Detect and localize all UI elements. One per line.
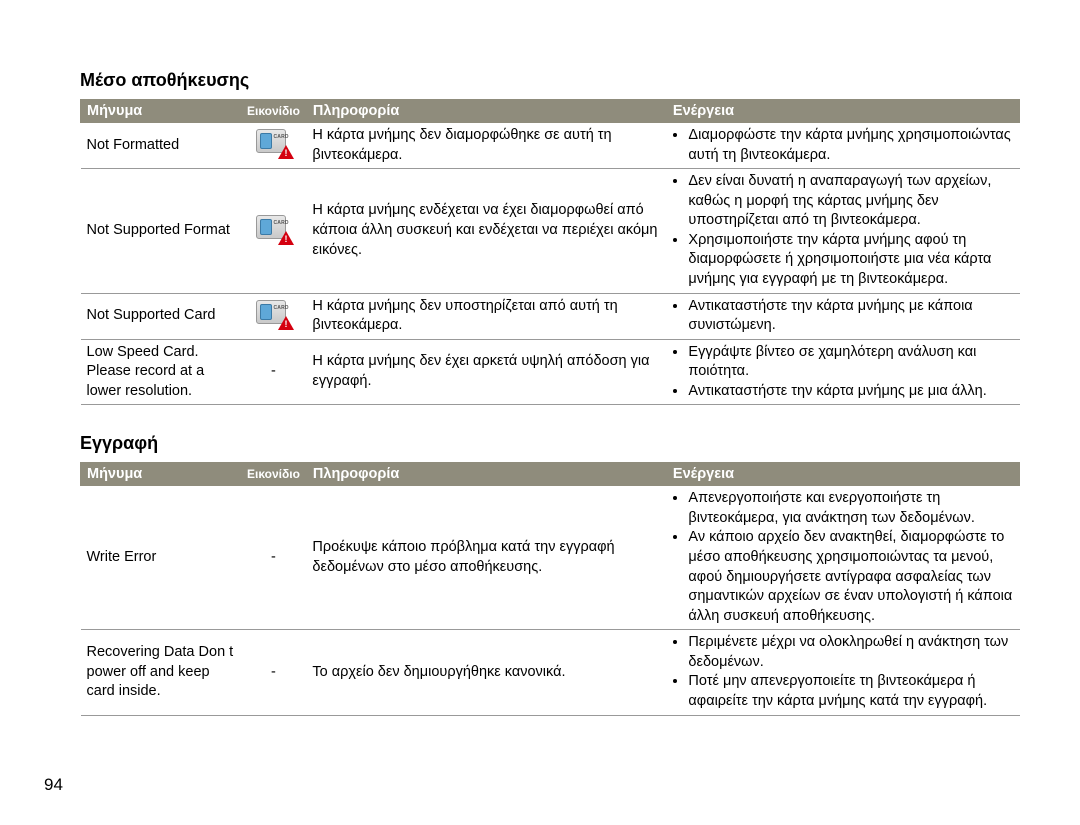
table-row: Not Supported Format CARD Η κάρτα μνήμης… [81, 169, 1020, 293]
cell-message: Low Speed Card. Please record at a lower… [81, 339, 241, 405]
cell-action: Απενεργοποιήστε και ενεργοποιήστε τη βιν… [666, 486, 1019, 630]
memory-card-warning-icon: CARD [256, 129, 290, 155]
col-header-action: Ενέργεια [666, 100, 1019, 123]
cell-action: Περιμένετε μέχρι να ολοκληρωθεί η ανάκτη… [666, 630, 1019, 715]
cell-info: Η κάρτα μνήμης δεν διαμορφώθηκε σε αυτή … [306, 123, 666, 169]
cell-icon: - [241, 339, 307, 405]
table-row: Low Speed Card. Please record at a lower… [81, 339, 1020, 405]
col-header-message: Μήνυμα [81, 463, 241, 486]
col-header-info: Πληροφορία [306, 463, 666, 486]
cell-action: Διαμορφώστε την κάρτα μνήμης χρησιμοποιώ… [666, 123, 1019, 169]
memory-card-warning-icon: CARD [256, 215, 290, 241]
table-storage: Μήνυμα Εικονίδιο Πληροφορία Ενέργεια Not… [80, 99, 1020, 405]
action-item: Χρησιμοποιήστε την κάρτα μνήμης αφού τη … [688, 231, 1013, 290]
cell-icon: CARD [241, 123, 307, 169]
col-header-message: Μήνυμα [81, 100, 241, 123]
cell-action: Εγγράψτε βίντεο σε χαμηλότερη ανάλυση κα… [666, 339, 1019, 405]
col-header-info: Πληροφορία [306, 100, 666, 123]
page-number: 94 [44, 775, 63, 795]
action-item: Δεν είναι δυνατή η αναπαραγωγή των αρχεί… [688, 172, 1013, 231]
cell-info: Προέκυψε κάποιο πρόβλημα κατά την εγγραφ… [306, 486, 666, 630]
cell-message: Not Formatted [81, 123, 241, 169]
cell-info: Η κάρτα μνήμης δεν έχει αρκετά υψηλή από… [306, 339, 666, 405]
table-row: Not Supported Card CARD Η κάρτα μνήμης δ… [81, 293, 1020, 339]
table-header-row: Μήνυμα Εικονίδιο Πληροφορία Ενέργεια [81, 100, 1020, 123]
col-header-action: Ενέργεια [666, 463, 1019, 486]
cell-icon: CARD [241, 293, 307, 339]
col-header-icon: Εικονίδιο [241, 463, 307, 486]
table-row: Write Error - Προέκυψε κάποιο πρόβλημα κ… [81, 486, 1020, 630]
table-row: Recovering Data Don t power off and keep… [81, 630, 1020, 715]
col-header-icon: Εικονίδιο [241, 100, 307, 123]
action-item: Αντικαταστήστε την κάρτα μνήμης με μια ά… [688, 382, 1013, 402]
cell-info: Το αρχείο δεν δημιουργήθηκε κανονικά. [306, 630, 666, 715]
cell-icon: CARD [241, 169, 307, 293]
cell-message: Not Supported Card [81, 293, 241, 339]
action-item: Εγγράψτε βίντεο σε χαμηλότερη ανάλυση κα… [688, 343, 1013, 382]
cell-icon: - [241, 486, 307, 630]
cell-info: Η κάρτα μνήμης ενδέχεται να έχει διαμορφ… [306, 169, 666, 293]
cell-action: Αντικαταστήστε την κάρτα μνήμης με κάποι… [666, 293, 1019, 339]
action-item: Απενεργοποιήστε και ενεργοποιήστε τη βιν… [688, 489, 1013, 528]
table-header-row: Μήνυμα Εικονίδιο Πληροφορία Ενέργεια [81, 463, 1020, 486]
action-item: Αντικαταστήστε την κάρτα μνήμης με κάποι… [688, 297, 1013, 336]
cell-action: Δεν είναι δυνατή η αναπαραγωγή των αρχεί… [666, 169, 1019, 293]
cell-message: Write Error [81, 486, 241, 630]
action-item: Αν κάποιο αρχείο δεν ανακτηθεί, διαμορφώ… [688, 528, 1013, 626]
table-row: Not Formatted CARD Η κάρτα μνήμης δεν δι… [81, 123, 1020, 169]
section-title-storage: Μέσο αποθήκευσης [80, 70, 1020, 91]
action-item: Ποτέ μην απενεργοποιείτε τη βιντεοκάμερα… [688, 672, 1013, 711]
cell-icon: - [241, 630, 307, 715]
table-recording: Μήνυμα Εικονίδιο Πληροφορία Ενέργεια Wri… [80, 462, 1020, 715]
cell-message: Recovering Data Don t power off and keep… [81, 630, 241, 715]
cell-info: Η κάρτα μνήμης δεν υποστηρίζεται από αυτ… [306, 293, 666, 339]
memory-card-warning-icon: CARD [256, 300, 290, 326]
document-page: Μέσο αποθήκευσης Μήνυμα Εικονίδιο Πληροφ… [0, 0, 1080, 754]
cell-message: Not Supported Format [81, 169, 241, 293]
action-item: Διαμορφώστε την κάρτα μνήμης χρησιμοποιώ… [688, 126, 1013, 165]
action-item: Περιμένετε μέχρι να ολοκληρωθεί η ανάκτη… [688, 633, 1013, 672]
section-title-recording: Εγγραφή [80, 433, 1020, 454]
